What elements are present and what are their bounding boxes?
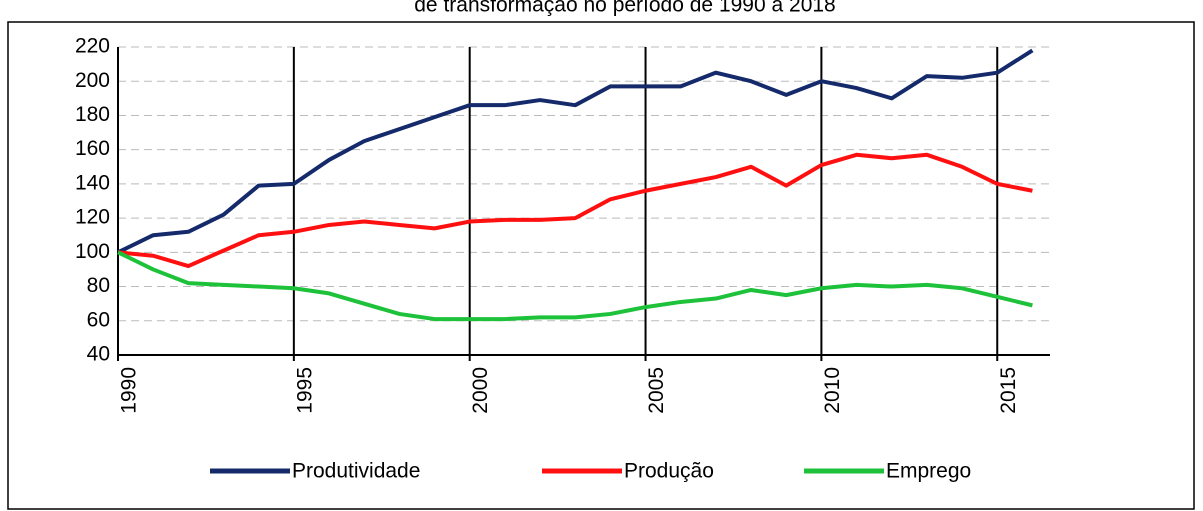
series-line bbox=[117, 152, 1033, 269]
x-tick-label: 2000 bbox=[469, 367, 492, 414]
chart-frame bbox=[7, 21, 1195, 510]
y-tick-label: 200 bbox=[75, 69, 110, 92]
y-tick-label: 80 bbox=[87, 274, 110, 297]
y-tick-label: 40 bbox=[87, 343, 110, 366]
series-line bbox=[117, 250, 1033, 322]
y-tick-label: 160 bbox=[75, 137, 110, 160]
y-tick-label: 220 bbox=[75, 35, 110, 58]
legend-label: Emprego bbox=[886, 460, 971, 483]
x-tick-label: 1995 bbox=[293, 367, 316, 414]
series-line bbox=[117, 48, 1034, 255]
y-tick-label: 60 bbox=[87, 308, 110, 331]
x-tick-label: 1990 bbox=[118, 367, 141, 414]
y-tick-label: 180 bbox=[75, 103, 110, 126]
x-tick-label: 2005 bbox=[645, 367, 668, 414]
y-tick-label: 100 bbox=[75, 240, 110, 263]
legend-label: Produção bbox=[624, 460, 714, 483]
x-tick-label: 2010 bbox=[821, 367, 844, 414]
chart-title: de transformação no período de 1990 a 20… bbox=[414, 0, 835, 17]
legend-label: Produtividade bbox=[292, 460, 420, 483]
x-tick-label: 2015 bbox=[997, 367, 1020, 414]
y-tick-label: 120 bbox=[75, 206, 110, 229]
y-tick-label: 140 bbox=[75, 171, 110, 194]
